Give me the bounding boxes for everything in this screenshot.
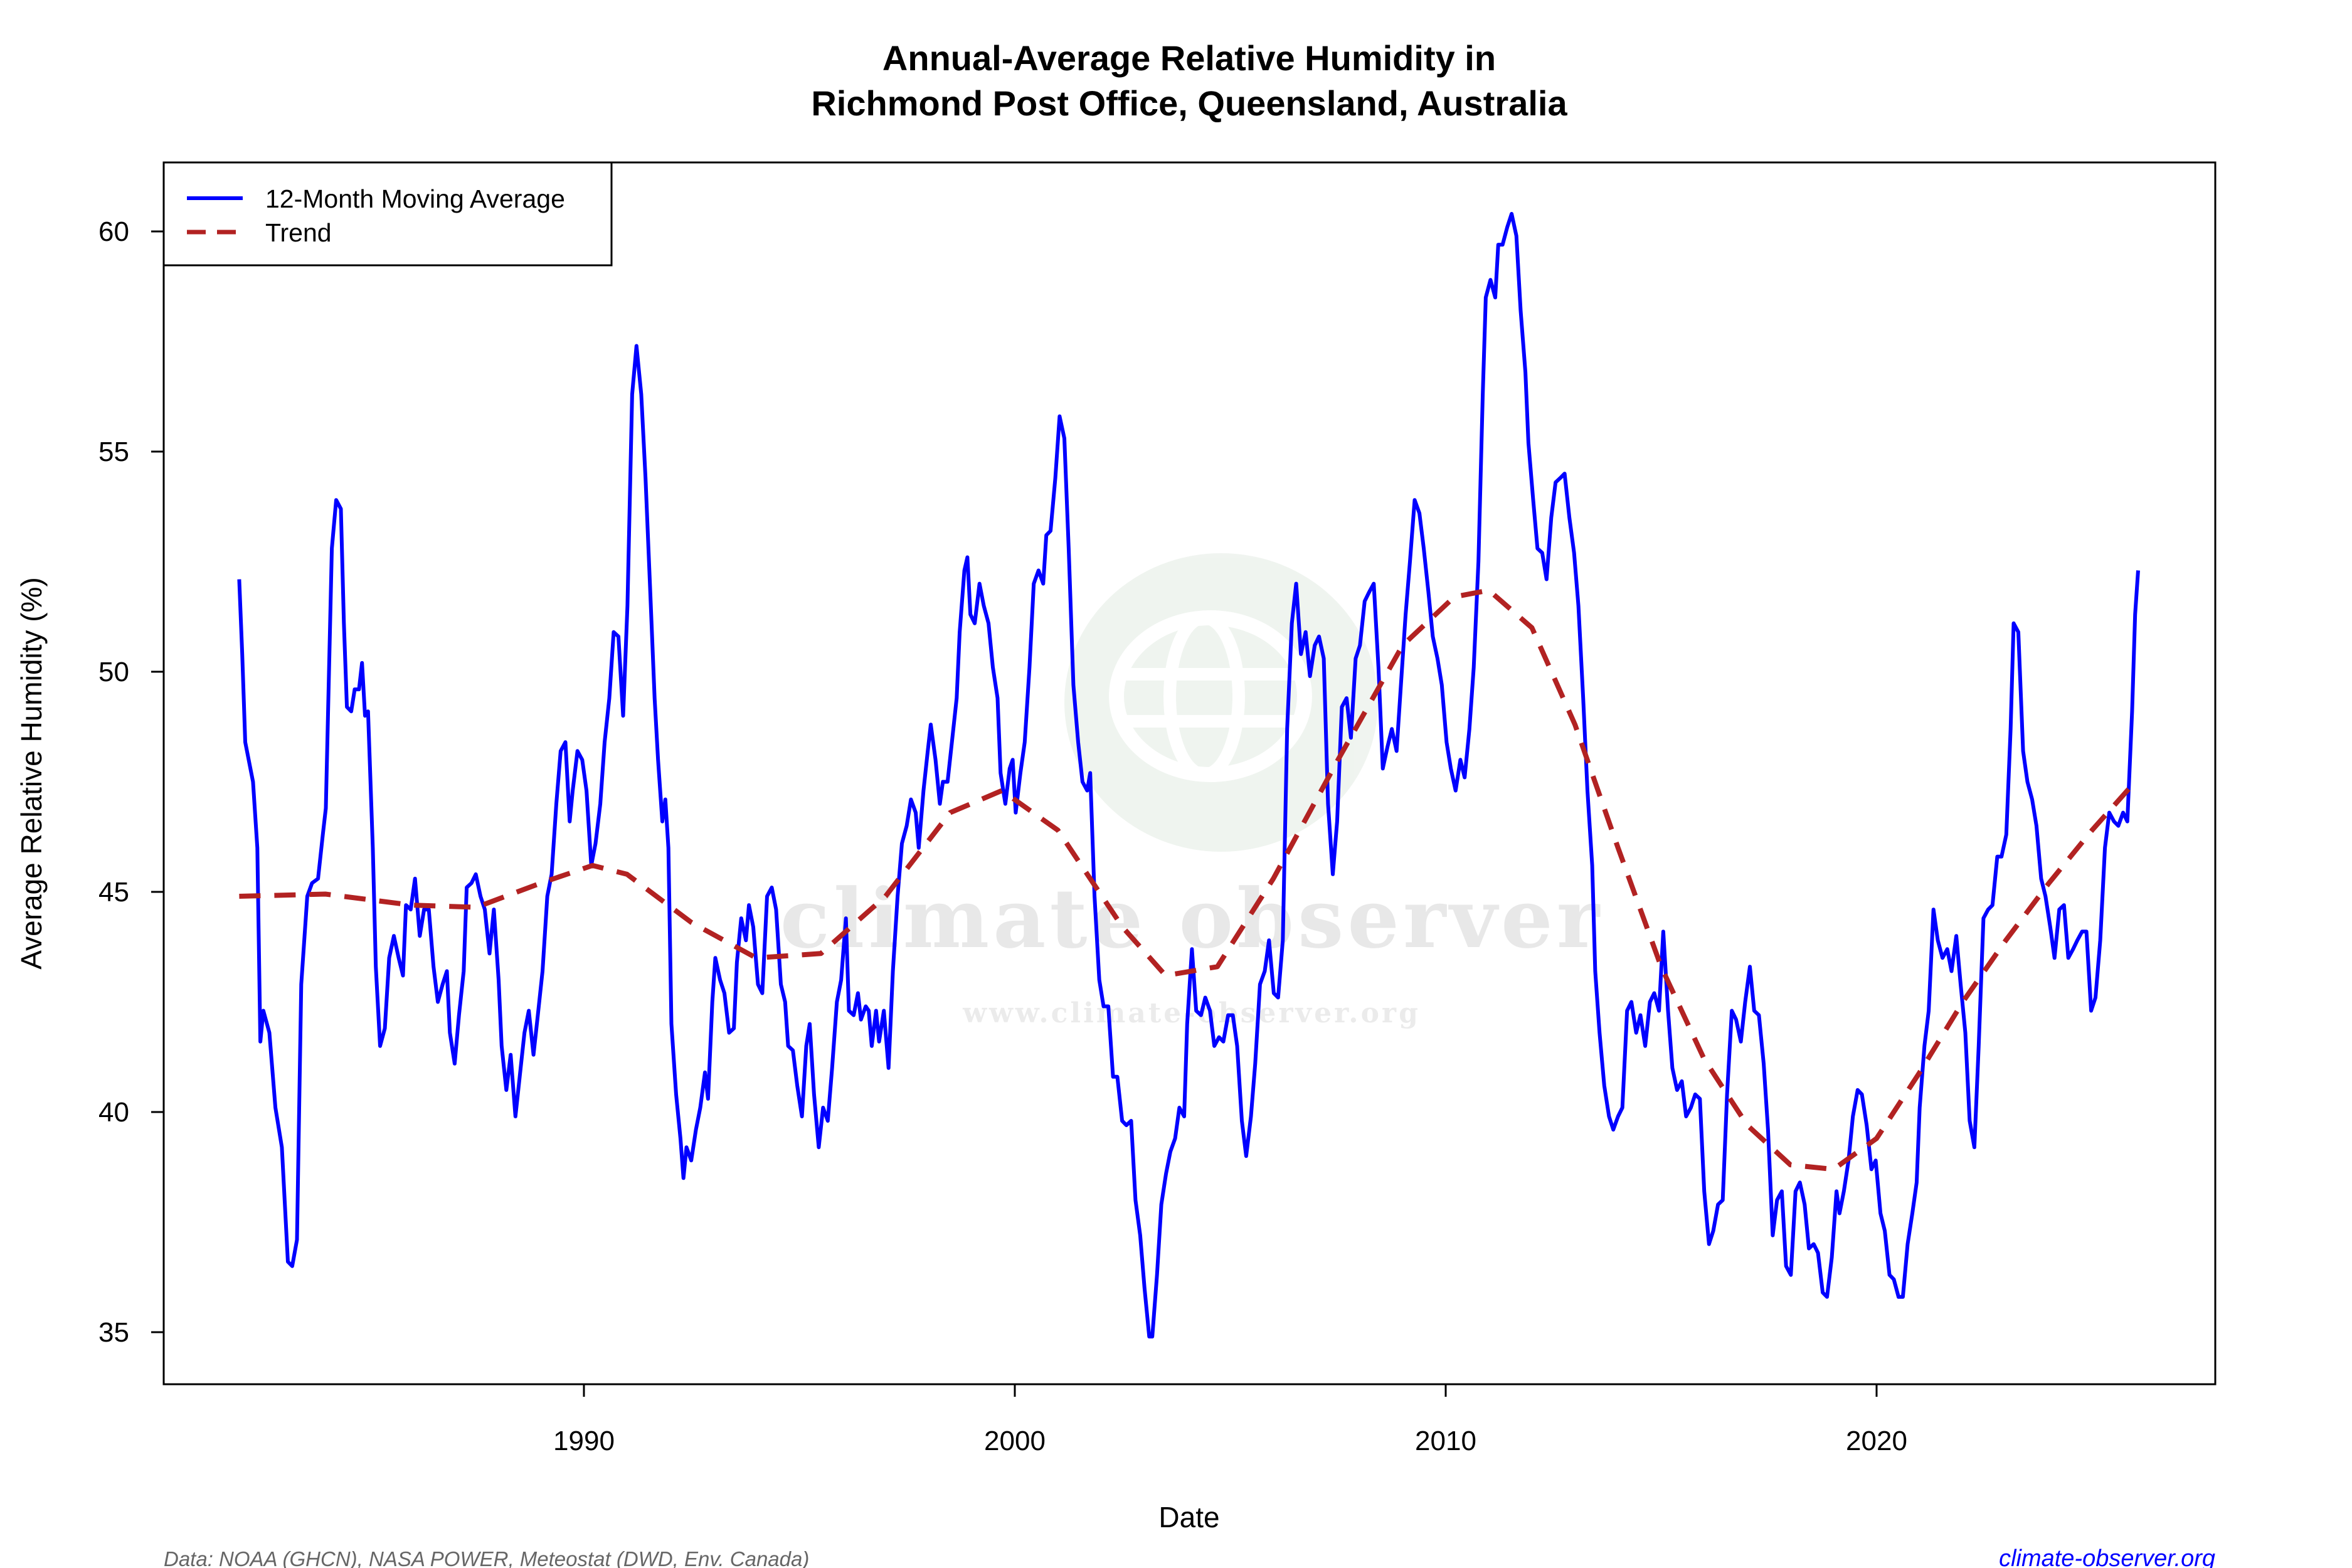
y-tick-label: 60 [98, 216, 129, 247]
legend: 12-Month Moving Average Trend [162, 161, 613, 267]
y-tick-label: 35 [98, 1317, 129, 1348]
chart-title-line1: Annual-Average Relative Humidity in [882, 38, 1496, 78]
watermark-globe-meridian [1163, 612, 1245, 781]
x-tick-label: 2010 [1415, 1426, 1476, 1456]
y-tick-label: 55 [98, 437, 129, 467]
legend-label-moving-average: 12-Month Moving Average [265, 184, 565, 213]
legend-label-trend: Trend [265, 218, 332, 247]
chart-title-line2: Richmond Post Office, Queensland, Austra… [811, 83, 1567, 123]
x-tick-label: 1990 [553, 1426, 615, 1456]
x-tick-label: 2020 [1846, 1426, 1907, 1456]
y-axis-label: Average Relative Humidity (%) [15, 577, 48, 970]
trend-line [239, 588, 2137, 1172]
footer-source: Data: NOAA (GHCN), NASA POWER, Meteostat… [164, 1547, 809, 1568]
watermark-name: climate observer [780, 871, 1603, 967]
x-axis-label: Date [1158, 1501, 1219, 1534]
x-tick-label: 2000 [984, 1426, 1046, 1456]
plot-frame [162, 161, 2217, 1385]
watermark-url: www.climate-observer.org [962, 997, 1421, 1029]
y-tick-label: 50 [98, 657, 129, 687]
legend-box [162, 161, 613, 267]
y-tick-label: 40 [98, 1097, 129, 1128]
moving-average-line [237, 211, 2140, 1338]
y-tick-label: 45 [98, 877, 129, 908]
footer-site-link[interactable]: climate-observer.org [1999, 1545, 2215, 1568]
